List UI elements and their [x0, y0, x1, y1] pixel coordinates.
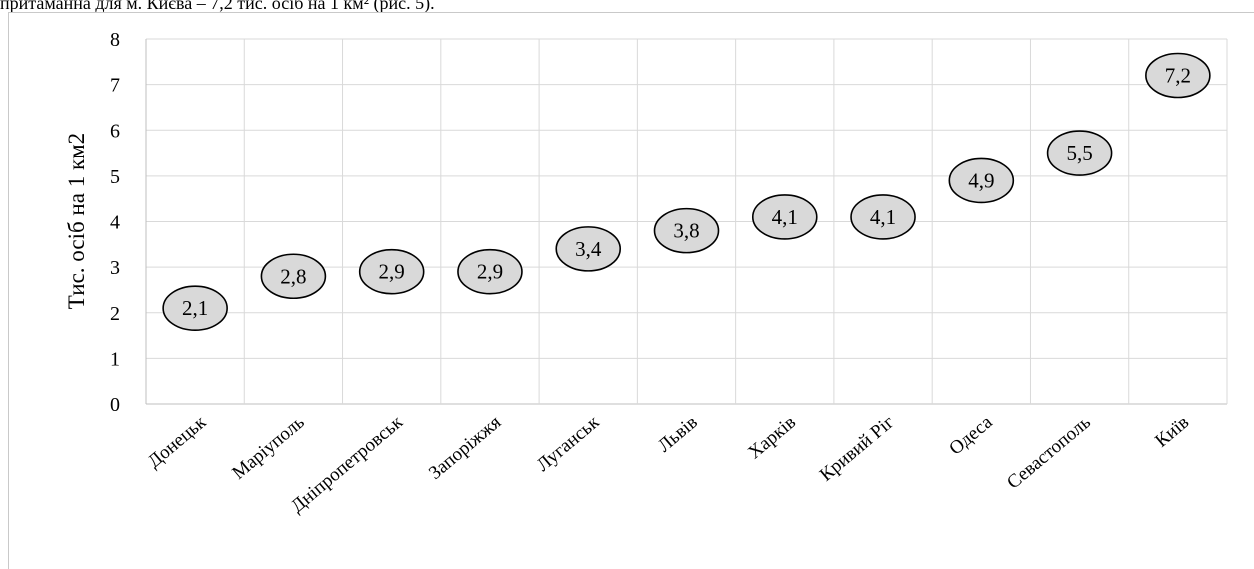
- data-label: 4,9: [968, 168, 994, 192]
- y-tick-label: 6: [110, 120, 120, 142]
- data-label: 3,4: [575, 237, 602, 261]
- y-tick-label: 8: [110, 29, 120, 51]
- x-tick-label: Запоріжжя: [425, 412, 505, 484]
- y-tick-label: 0: [110, 394, 120, 416]
- y-tick-label: 2: [110, 303, 120, 325]
- data-label: 4,1: [772, 205, 798, 229]
- data-point-marker: [653, 207, 720, 254]
- data-point-marker: [260, 253, 327, 300]
- x-tick-label: Донецьк: [144, 411, 211, 472]
- data-point-marker: [358, 248, 425, 295]
- data-label: 2,1: [182, 296, 208, 320]
- data-point-marker: [457, 248, 523, 295]
- caption-text: притаманна для м. Києва – 7,2 тис. осіб …: [0, 0, 435, 13]
- y-tick-label: 7: [110, 75, 120, 97]
- x-tick-label: Кривий Ріг: [816, 412, 899, 486]
- data-label: 7,2: [1165, 64, 1191, 88]
- y-tick-label: 3: [110, 257, 120, 279]
- x-tick-label: Київ: [1151, 412, 1193, 452]
- y-tick-label: 5: [110, 166, 120, 188]
- x-tick-label: Харків: [744, 412, 800, 464]
- x-tick-label: Одеса: [945, 411, 997, 459]
- data-label: 2,9: [379, 260, 405, 284]
- data-point-marker: [751, 194, 818, 240]
- data-label: 2,9: [477, 260, 503, 284]
- data-label: 4,1: [870, 205, 896, 229]
- x-tick-label: Луганськ: [533, 411, 604, 476]
- x-tick-label: Львів: [654, 412, 702, 457]
- chart-frame: [8, 12, 1254, 569]
- x-tick-label: Севастополь: [1003, 412, 1095, 494]
- data-point-marker: [948, 157, 1015, 204]
- data-point-marker: [850, 194, 916, 240]
- data-label: 2,8: [280, 264, 306, 288]
- data-point-marker: [1046, 130, 1113, 176]
- data-point-marker: [162, 285, 228, 331]
- data-label: 5,5: [1066, 141, 1092, 165]
- y-tick-label: 4: [110, 212, 120, 234]
- y-axis-label: Тис. осіб на 1 км2: [64, 133, 89, 309]
- data-point-marker: [1145, 52, 1211, 99]
- data-point-marker: [555, 226, 622, 272]
- x-tick-label: Маріуполь: [228, 412, 309, 484]
- data-label: 3,8: [673, 219, 699, 243]
- y-tick-label: 1: [110, 348, 120, 370]
